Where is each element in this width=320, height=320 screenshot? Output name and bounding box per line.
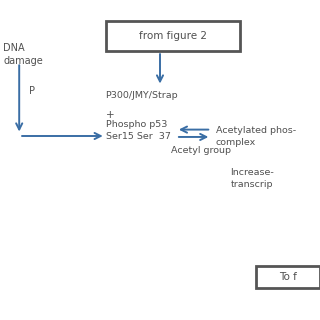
FancyBboxPatch shape bbox=[256, 266, 320, 288]
Text: P300/JMY/Strap: P300/JMY/Strap bbox=[106, 91, 178, 100]
Text: Acetyl group: Acetyl group bbox=[171, 146, 231, 155]
Text: +: + bbox=[106, 110, 114, 120]
Text: Acetylated phos-
complex: Acetylated phos- complex bbox=[216, 126, 296, 147]
Text: Phospho p53
Ser15 Ser  37: Phospho p53 Ser15 Ser 37 bbox=[106, 120, 171, 141]
FancyBboxPatch shape bbox=[106, 21, 240, 51]
Text: Increase-
transcrip: Increase- transcrip bbox=[230, 168, 274, 189]
Text: DNA
damage: DNA damage bbox=[3, 43, 43, 66]
Text: P: P bbox=[29, 86, 35, 96]
Text: To f: To f bbox=[279, 272, 297, 282]
Text: from figure 2: from figure 2 bbox=[139, 31, 207, 41]
